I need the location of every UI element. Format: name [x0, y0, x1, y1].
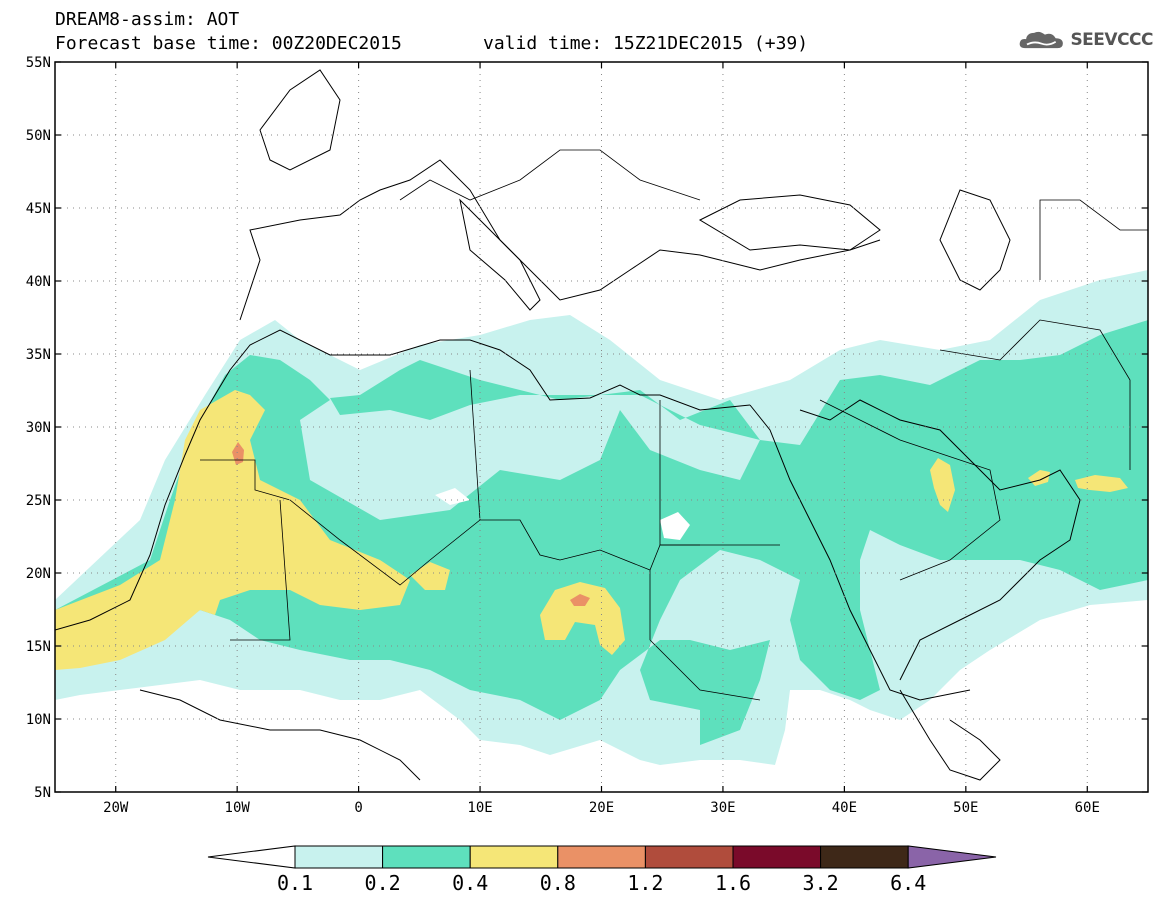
coast-gulf-guinea — [139, 689, 421, 781]
lon-label: 50E — [953, 800, 978, 816]
legend-arrow-right — [907, 845, 997, 869]
lon-label: 30E — [710, 800, 735, 816]
lon-labels: 20W 10W 0 10E 20E 30E 40E 50E 60E — [103, 800, 1100, 816]
legend-box — [294, 845, 384, 869]
legend-label: 3.2 — [803, 871, 839, 895]
map-title: DREAM8-assim: AOT — [55, 9, 240, 30]
border-saudi — [819, 399, 1001, 581]
lat-label: 50N — [26, 128, 51, 144]
lon-label: 60E — [1075, 800, 1100, 816]
lat-label: 35N — [26, 347, 51, 363]
lat-label: 45N — [26, 201, 51, 217]
axis-ticks — [55, 61, 1148, 793]
legend-label: 0.4 — [452, 871, 488, 895]
aot-band-04-08-west — [55, 390, 410, 670]
coast-horn — [899, 689, 1001, 781]
legend-label: 0.8 — [540, 871, 576, 895]
border-sahara-2 — [230, 499, 291, 641]
aot-band-04-08-niger — [410, 562, 450, 590]
legend-box — [382, 845, 471, 869]
lat-label: 40N — [26, 274, 51, 290]
coast-west-africa — [55, 329, 751, 631]
legend-labels: 0.1 0.2 0.4 0.8 1.2 1.6 3.2 6.4 — [277, 871, 926, 895]
coastlines — [55, 69, 1081, 781]
coast-italy — [459, 198, 541, 311]
lat-labels: 55N 50N 45N 40N 35N 30N 25N 20N 15N 10N 5N — [26, 55, 51, 801]
aot-band-02-04 — [55, 320, 1148, 745]
lon-label: 20E — [589, 800, 614, 816]
seevccc-logo: SEEVCCC — [1018, 26, 1153, 54]
clear-patch-2 — [435, 488, 470, 505]
aot-band-04-08-chad — [540, 582, 625, 655]
lat-label: 10N — [26, 712, 51, 728]
legend-label: 1.6 — [715, 871, 751, 895]
legend-label: 1.2 — [627, 871, 663, 895]
coast-arabia — [799, 399, 1081, 681]
legend-label: 0.1 — [277, 871, 313, 895]
clear-patch-1 — [660, 512, 690, 540]
border-europe-1 — [399, 149, 701, 201]
lat-label: 20N — [26, 566, 51, 582]
legend-box — [557, 845, 646, 869]
legend-box — [732, 845, 822, 869]
border-central-asia — [1039, 199, 1148, 280]
aot-band-08-12-spot1 — [232, 442, 244, 465]
cloud-logo-icon — [1019, 31, 1063, 49]
lon-label: 10W — [225, 800, 251, 816]
lat-label: 5N — [34, 785, 51, 801]
lon-label: 40E — [832, 800, 857, 816]
aot-band-04-08-gulf — [1075, 475, 1128, 492]
lat-label: 30N — [26, 420, 51, 436]
legend-box — [820, 845, 909, 869]
legend-arrow-left — [207, 845, 296, 869]
lat-label: 55N — [26, 55, 51, 71]
aot-shading — [55, 270, 1148, 765]
legend-box — [644, 845, 734, 869]
legend-box — [469, 845, 559, 869]
border-sahara-1 — [200, 459, 651, 640]
lat-label: 25N — [26, 493, 51, 509]
lat-label: 15N — [26, 639, 51, 655]
lon-label: 20W — [103, 800, 129, 816]
aot-band-08-12-spot2 — [570, 594, 590, 606]
gridlines — [55, 62, 1148, 792]
lon-label: 0 — [354, 800, 362, 816]
legend-boxes — [207, 845, 997, 869]
border-sudan — [649, 544, 761, 701]
borders — [200, 149, 1148, 701]
logo-text: SEEVCCC — [1070, 30, 1153, 50]
legend-label: 0.2 — [365, 871, 401, 895]
forecast-base-time: Forecast base time: 00Z20DEC2015 — [55, 33, 402, 54]
coast-caspian — [939, 189, 1011, 291]
border-libya-algeria — [469, 369, 481, 521]
valid-time: valid time: 15Z21DEC2015 (+39) — [483, 33, 809, 54]
lon-label: 10E — [467, 800, 492, 816]
coast-britain — [259, 69, 341, 171]
border-iran — [939, 319, 1131, 470]
aot-band-04-08-arabia — [930, 458, 955, 512]
coast-red-sea — [749, 404, 971, 701]
legend-label: 6.4 — [890, 871, 926, 895]
coast-black-sea — [698, 194, 881, 251]
